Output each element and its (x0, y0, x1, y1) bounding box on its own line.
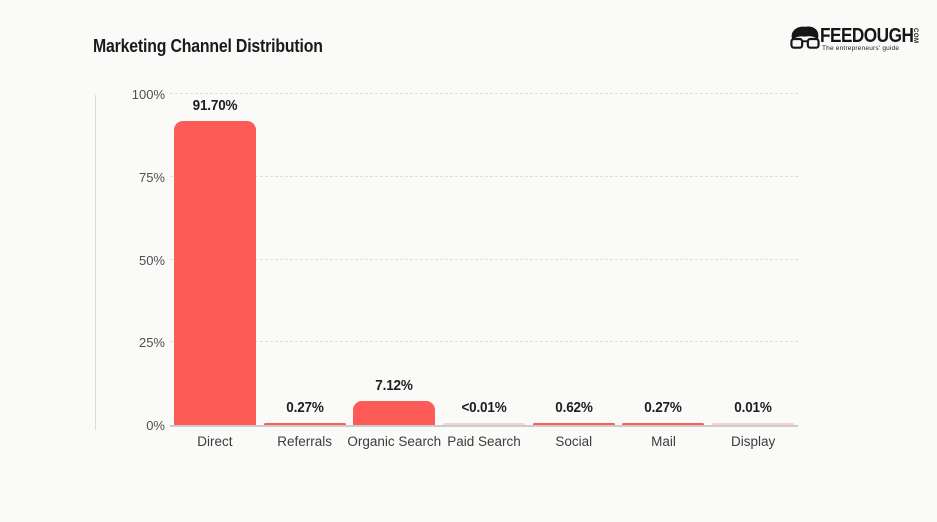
x-axis-label: Display (731, 434, 776, 449)
x-axis-label: Paid Search (447, 434, 521, 449)
bar-value-label: 0.01% (734, 398, 772, 416)
gridline-100% (170, 93, 798, 94)
bar-paid-search (443, 422, 526, 425)
bar-slot-organic-search: 7.12% Organic Search (347, 94, 441, 449)
x-axis-label: Mail (651, 434, 676, 449)
logo-tagline: The entrepreneurs' guide (822, 45, 900, 52)
bar-organic-search (353, 401, 436, 425)
bar-slot-mail: 0.27% Mail (619, 94, 709, 449)
plot-area: 91.70% Direct 0.27% Referrals 7.12% Organic S… (170, 93, 798, 449)
y-axis-line (95, 95, 96, 430)
bar-slot-direct: 91.70% Direct (170, 94, 260, 449)
y-tick-label-75%: 75% (138, 169, 165, 185)
bar-value-label: 0.27% (285, 398, 324, 416)
bar-slots: 91.70% Direct 0.27% Referrals 7.12% Organic S… (170, 94, 798, 449)
gridline-50% (170, 258, 798, 260)
bar-mail (622, 422, 705, 425)
bar-slot-social: 0.62% Social (529, 94, 619, 449)
x-axis-label: Referrals (277, 434, 332, 449)
y-tick-label-25%: 25% (138, 335, 165, 351)
x-axis-line (170, 425, 798, 427)
bar-direct (173, 121, 256, 425)
logo-text: FEEDOUGH COM The entrepreneurs' guide (820, 25, 929, 52)
bar-referrals (263, 422, 346, 425)
logo-brand: FEEDOUGH (820, 25, 914, 47)
bar-social (532, 422, 615, 425)
gridline-75% (170, 175, 798, 177)
bar-value-label: 91.70% (192, 97, 238, 115)
x-axis-label: Social (555, 434, 593, 449)
y-tick-label-0%: 0% (146, 418, 165, 433)
logo-tld: COM (912, 28, 918, 44)
y-tick-label-100%: 100% (131, 87, 165, 102)
bar-value-label: 7.12% (375, 377, 414, 395)
bar-value-label: <0.01% (461, 398, 507, 416)
bar-display (712, 422, 795, 425)
bar-value-label: 0.27% (644, 398, 683, 416)
x-axis-label: Organic Search (347, 434, 442, 449)
feedough-logo: FEEDOUGH COM The entrepreneurs' guide (789, 23, 929, 59)
bar-value-label: 0.62% (555, 398, 593, 416)
chart-title: Marketing Channel Distribution (93, 36, 323, 56)
y-tick-labels: 0% 25% 50% 75% 100% (100, 87, 165, 433)
bar-slot-referrals: 0.27% Referrals (260, 94, 350, 449)
x-axis-label: Direct (197, 434, 233, 449)
bar-slot-display: 0.01% Display (708, 94, 798, 449)
glasses-face-icon (790, 26, 820, 49)
y-tick-label-50%: 50% (138, 252, 165, 268)
gridline-25% (170, 341, 798, 343)
bar-slot-paid-search: <0.01% Paid Search (439, 94, 529, 449)
